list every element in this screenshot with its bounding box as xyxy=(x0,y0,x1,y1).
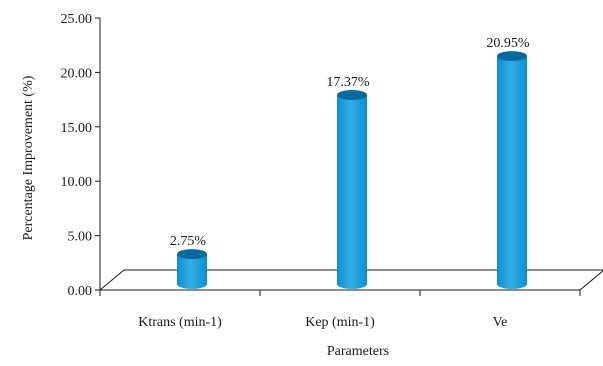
bar-body xyxy=(497,56,527,290)
x-category-label: Kep (min-1) xyxy=(305,315,375,330)
data-label: 20.95% xyxy=(486,36,530,51)
bar-series xyxy=(177,51,527,290)
y-tick-label: 5.00 xyxy=(68,230,93,245)
y-tick-label: 25.00 xyxy=(61,12,93,27)
y-axis-title: Percentage Improvement (%) xyxy=(21,75,36,240)
bar xyxy=(177,249,207,289)
y-tick-label: 20.00 xyxy=(61,66,93,81)
data-label: 2.75% xyxy=(170,234,207,249)
bar-top-cap xyxy=(177,249,207,260)
bar-top-cap xyxy=(337,90,367,101)
x-category-label: Ve xyxy=(493,315,508,330)
x-axis-title: Parameters xyxy=(327,344,389,359)
x-axis-categories: Ktrans (min-1) Kep (min-1) Ve xyxy=(99,290,581,330)
bar xyxy=(337,90,367,289)
data-label: 17.37% xyxy=(326,75,370,90)
bar xyxy=(497,51,527,290)
x-category-label: Ktrans (min-1) xyxy=(138,315,222,330)
bar-body xyxy=(337,95,367,289)
y-axis-ticks: 0.00 5.00 10.00 15.00 20.00 25.00 xyxy=(61,12,100,299)
y-tick-label: 15.00 xyxy=(61,121,93,136)
y-tick-label: 0.00 xyxy=(68,284,93,299)
bar-top-cap xyxy=(497,51,527,62)
data-labels: 2.75% 17.37% 20.95% xyxy=(170,36,530,249)
y-tick-label: 10.00 xyxy=(61,175,93,190)
bar-body xyxy=(177,254,207,289)
